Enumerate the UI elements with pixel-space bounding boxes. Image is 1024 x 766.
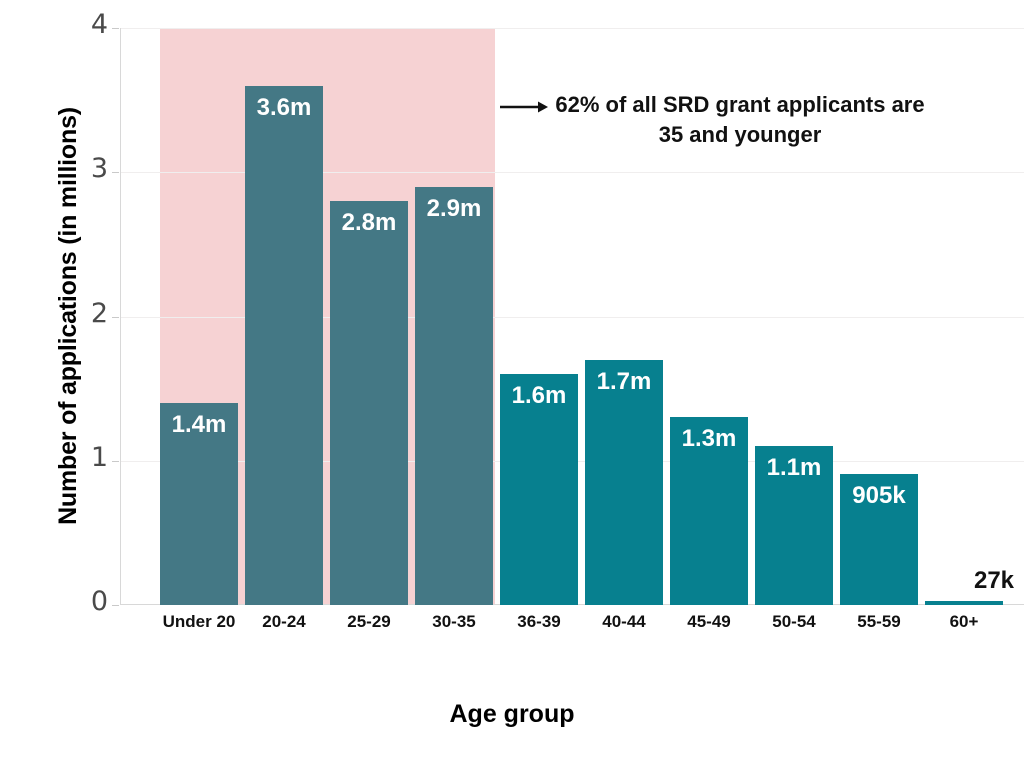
bar-value-label: 1.6m: [511, 382, 567, 410]
bar-value-label: 905k: [852, 482, 906, 510]
bar-under-20[interactable]: 1.4m: [160, 403, 238, 605]
y-tick-mark: [112, 460, 119, 462]
y-tick-mark: [112, 316, 119, 318]
y-axis-line: [120, 28, 121, 605]
x-tick-label: 50-54: [772, 612, 816, 631]
bar-value-label: 2.8m: [341, 209, 397, 237]
y-tick-label: 2: [90, 297, 108, 329]
annotation-line-1: 62% of all SRD grant applicants are: [555, 92, 925, 117]
gridline: [120, 316, 1024, 318]
bar-value-label: 1.7m: [596, 367, 652, 395]
bar-55-59[interactable]: 905k: [840, 474, 918, 605]
bar-60-[interactable]: 27k: [925, 567, 1014, 605]
x-tick-label: 25-29: [347, 612, 391, 631]
x-tick-label: Under 20: [162, 612, 236, 631]
y-tick-label: 1: [90, 441, 108, 473]
bar-40-44[interactable]: 1.7m: [585, 359, 663, 605]
x-tick-label: 30-35: [432, 612, 476, 631]
annotation-line-2: 35 and younger: [658, 121, 822, 147]
y-tick-mark: [112, 28, 119, 29]
x-tick-label: 20-24: [262, 612, 306, 631]
gridline: [120, 172, 1024, 174]
x-tick-label: 60+: [949, 612, 979, 631]
bar-value-label: 1.3m: [681, 425, 737, 453]
x-tick-label: 45-49: [687, 612, 731, 631]
x-tick-label: 40-44: [602, 612, 646, 631]
bar-value-label: 2.9m: [426, 194, 482, 222]
x-tick-label: 36-39: [517, 612, 561, 631]
bar-45-49[interactable]: 1.3m: [670, 417, 748, 605]
bar-30-35[interactable]: 2.9m: [415, 186, 493, 605]
annotation-text: 62% of all SRD grant applicants are 35 a…: [540, 90, 940, 149]
bar-20-24[interactable]: 3.6m: [245, 85, 323, 605]
y-tick-mark: [112, 605, 119, 606]
bar-value-label: 27k: [973, 567, 1015, 595]
annotation-arrow-icon: [500, 101, 548, 113]
gridline: [120, 28, 1024, 29]
y-tick-mark: [112, 172, 119, 174]
y-tick-label: 4: [90, 9, 108, 40]
bar-value-label: 3.6m: [256, 93, 312, 121]
plot-area: 1.4m 3.6m 2.8m 2.9m 1.6m 1.7m 1.3m 1.1m 905k 27k: [120, 28, 1024, 605]
x-axis-title: Age group: [449, 700, 575, 728]
y-tick-label: 3: [90, 153, 108, 185]
x-tick-label: 55-59: [857, 612, 901, 631]
bar-value-label: 1.4m: [171, 411, 227, 439]
bar-25-29[interactable]: 2.8m: [330, 201, 408, 605]
bar-36-39[interactable]: 1.6m: [500, 374, 578, 605]
bar-value-label: 1.1m: [766, 454, 822, 482]
y-tick-label: 0: [90, 586, 108, 617]
bar-50-54[interactable]: 1.1m: [755, 446, 833, 605]
